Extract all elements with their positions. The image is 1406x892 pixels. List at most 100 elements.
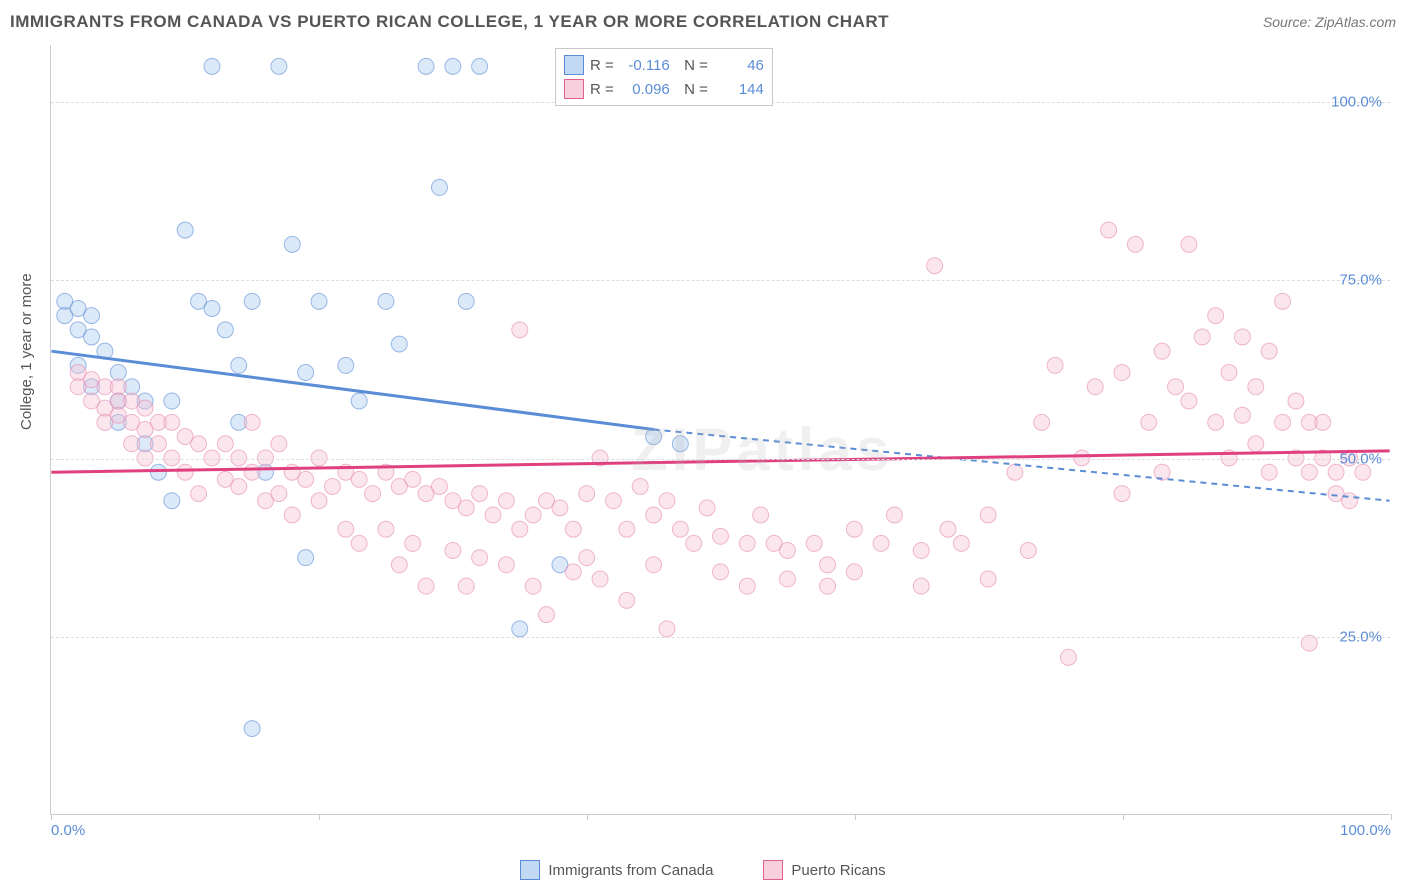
data-point	[311, 493, 327, 509]
data-point	[953, 535, 969, 551]
data-point	[605, 493, 621, 509]
data-point	[512, 621, 528, 637]
data-point	[177, 464, 193, 480]
data-point	[592, 571, 608, 587]
chart-svg	[51, 45, 1390, 814]
data-point	[472, 486, 488, 502]
data-point	[739, 578, 755, 594]
legend-label-pr: Puerto Ricans	[791, 862, 885, 879]
data-point	[512, 322, 528, 338]
data-point	[191, 486, 207, 502]
data-point	[672, 436, 688, 452]
data-point	[298, 550, 314, 566]
data-point	[565, 521, 581, 537]
data-point	[137, 400, 153, 416]
data-point	[1301, 464, 1317, 480]
x-tick-label: 100.0%	[1340, 822, 1391, 839]
data-point	[1275, 414, 1291, 430]
data-point	[806, 535, 822, 551]
data-point	[458, 578, 474, 594]
data-point	[940, 521, 956, 537]
data-point	[672, 521, 688, 537]
data-point	[579, 486, 595, 502]
data-point	[1020, 543, 1036, 559]
data-point	[1181, 236, 1197, 252]
legend-row-canada: R = -0.116 N = 46	[564, 53, 764, 77]
data-point	[1261, 464, 1277, 480]
swatch-pink-icon	[564, 79, 584, 99]
data-point	[686, 535, 702, 551]
data-point	[980, 571, 996, 587]
legend-label-canada: Immigrants from Canada	[548, 862, 713, 879]
data-point	[311, 293, 327, 309]
data-point	[405, 471, 421, 487]
data-point	[458, 293, 474, 309]
data-point	[525, 507, 541, 523]
trend-line	[51, 451, 1389, 472]
data-point	[913, 578, 929, 594]
data-point	[713, 564, 729, 580]
data-point	[1208, 308, 1224, 324]
data-point	[565, 564, 581, 580]
data-point	[1315, 414, 1331, 430]
n-label: N =	[676, 57, 708, 74]
data-point	[1221, 365, 1237, 381]
trend-line-dashed	[654, 430, 1390, 501]
data-point	[753, 507, 769, 523]
y-tick-label: 50.0%	[1339, 450, 1382, 467]
data-point	[1194, 329, 1210, 345]
data-point	[1114, 486, 1130, 502]
data-point	[351, 471, 367, 487]
chart-source: Source: ZipAtlas.com	[1263, 14, 1396, 30]
data-point	[351, 535, 367, 551]
data-point	[779, 543, 795, 559]
data-point	[699, 500, 715, 516]
data-point	[886, 507, 902, 523]
data-point	[1181, 393, 1197, 409]
data-point	[231, 357, 247, 373]
data-point	[391, 557, 407, 573]
data-point	[1114, 365, 1130, 381]
data-point	[913, 543, 929, 559]
data-point	[217, 322, 233, 338]
data-point	[1208, 414, 1224, 430]
data-point	[1288, 393, 1304, 409]
data-point	[204, 58, 220, 74]
data-point	[632, 478, 648, 494]
data-point	[1060, 649, 1076, 665]
swatch-blue-icon	[520, 860, 540, 880]
legend-item-pr: Puerto Ricans	[763, 860, 885, 880]
data-point	[338, 357, 354, 373]
data-point	[927, 258, 943, 274]
data-point	[365, 486, 381, 502]
data-point	[1168, 379, 1184, 395]
data-point	[405, 535, 421, 551]
data-point	[284, 236, 300, 252]
r-value-pr: 0.096	[620, 81, 670, 98]
data-point	[378, 293, 394, 309]
swatch-blue-icon	[564, 55, 584, 75]
data-point	[820, 578, 836, 594]
data-point	[1141, 414, 1157, 430]
y-axis-label: College, 1 year or more	[18, 273, 35, 430]
data-point	[779, 571, 795, 587]
x-tick-label: 0.0%	[51, 822, 85, 839]
data-point	[1154, 343, 1170, 359]
data-point	[646, 557, 662, 573]
data-point	[472, 58, 488, 74]
data-point	[1234, 407, 1250, 423]
r-label: R =	[590, 81, 614, 98]
data-point	[1007, 464, 1023, 480]
r-label: R =	[590, 57, 614, 74]
data-point	[271, 486, 287, 502]
data-point	[271, 58, 287, 74]
y-tick-label: 75.0%	[1339, 272, 1382, 289]
data-point	[110, 365, 126, 381]
data-point	[713, 528, 729, 544]
data-point	[619, 592, 635, 608]
data-point	[1047, 357, 1063, 373]
data-point	[525, 578, 541, 594]
data-point	[1234, 329, 1250, 345]
data-point	[1248, 379, 1264, 395]
data-point	[124, 436, 140, 452]
